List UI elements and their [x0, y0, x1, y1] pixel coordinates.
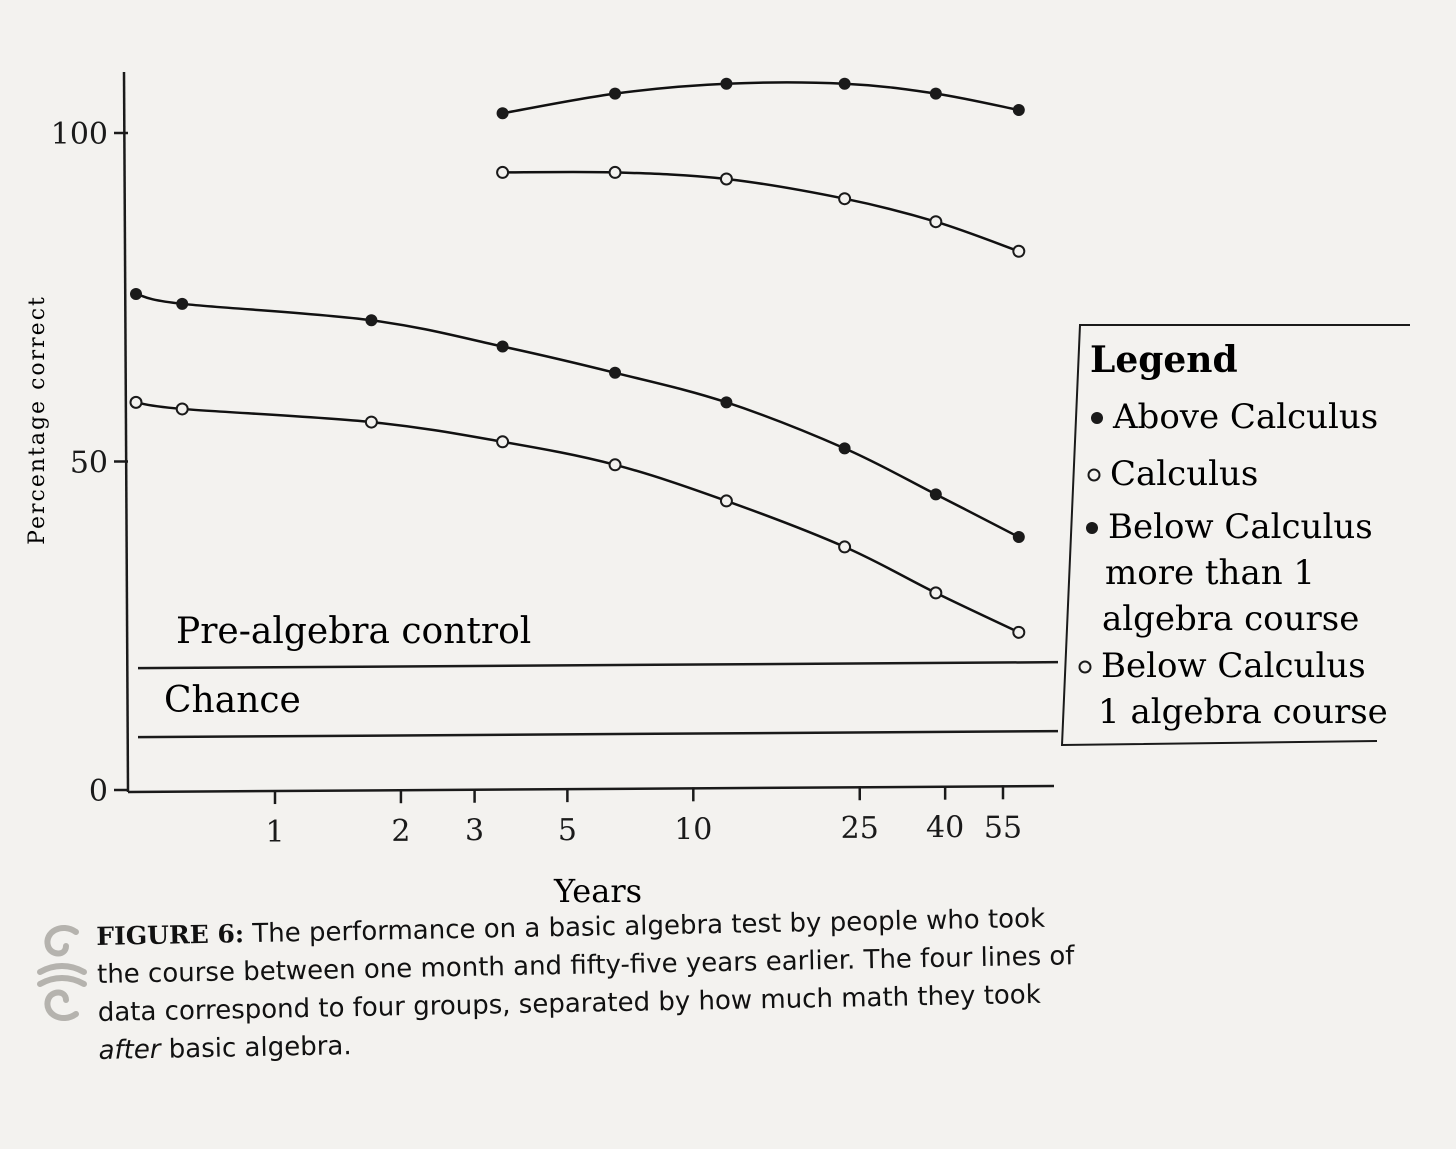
legend-label: Below Calculus	[1108, 507, 1373, 547]
reference-line-label: Pre-algebra control	[176, 611, 531, 652]
data-point	[608, 458, 622, 472]
series-below-calculus-1-algebra-course	[129, 395, 1026, 639]
data-point	[838, 77, 851, 90]
data-point	[838, 442, 851, 455]
data-point	[496, 107, 509, 120]
figure-label: FIGURE 6:	[96, 919, 245, 951]
legend-label: 1 algebra course	[1098, 692, 1388, 732]
y-tick-label: 50	[70, 446, 108, 481]
data-point	[838, 540, 852, 554]
caption-text-part2: basic algebra.	[160, 1031, 352, 1065]
data-point	[929, 488, 942, 501]
legend: Legend Above Calculus Calculus Below Calcul…	[1060, 324, 1410, 747]
series-above-calculus	[496, 77, 1025, 120]
legend-item: Below Calculus 1 algebra course	[1078, 646, 1388, 732]
data-point	[720, 396, 733, 409]
x-tick-label: 5	[558, 813, 577, 848]
series-line	[135, 401, 1020, 634]
legend-label: Calculus	[1110, 454, 1258, 494]
legend-box	[1060, 324, 1410, 747]
series-calculus	[496, 165, 1026, 258]
series-line	[502, 81, 1020, 115]
data-point	[719, 494, 733, 508]
x-tick-label: 55	[984, 810, 1022, 845]
data-point	[838, 192, 852, 206]
reference-line-label: Chance	[164, 680, 301, 721]
data-point	[176, 297, 189, 310]
reference-line	[137, 729, 1059, 739]
series-line	[502, 170, 1020, 253]
data-point	[496, 340, 509, 353]
y-axis-label: Percentage correct	[25, 295, 50, 545]
data-point	[130, 287, 142, 300]
data-point	[608, 165, 622, 179]
data-point	[364, 415, 378, 429]
decorative-swirl-icon	[37, 925, 87, 1021]
data-point	[929, 586, 943, 600]
legend-label: algebra course	[1102, 599, 1359, 639]
data-point	[720, 77, 733, 90]
legend-marker-open	[1078, 660, 1092, 674]
data-point	[929, 87, 942, 100]
y-tick-label: 0	[89, 774, 108, 809]
data-point	[1012, 244, 1026, 258]
legend-item: Below Calculus more than 1 algebra course	[1086, 507, 1373, 639]
caption-emphasis: after	[98, 1034, 161, 1066]
data-point	[1012, 625, 1026, 639]
reference-lines: Pre-algebra control Chance	[137, 611, 1059, 739]
chart-axes: 0 50 100 1 2 3 5 10 25 40 55	[51, 71, 1055, 850]
legend-item: Calculus	[1087, 454, 1258, 494]
legend-marker-filled	[1091, 412, 1103, 424]
x-axis-label: Years	[553, 872, 642, 910]
figure-caption: FIGURE 6: The performance on a basic alg…	[96, 899, 1089, 1070]
x-tick-label: 2	[391, 814, 410, 849]
legend-marker-open	[1087, 468, 1101, 482]
legend-label: Above Calculus	[1112, 397, 1378, 437]
data-point	[496, 165, 510, 179]
x-tick-label: 25	[841, 811, 879, 846]
y-tick-label: 100	[51, 117, 108, 152]
data-point	[129, 395, 143, 409]
data-point	[609, 366, 622, 379]
data-point	[365, 314, 378, 327]
data-point	[175, 402, 189, 416]
series-layer	[129, 77, 1026, 639]
series-below-calculus-more-than-1-algebra-course	[130, 287, 1025, 544]
data-point	[1012, 531, 1025, 544]
legend-marker-filled	[1086, 522, 1098, 534]
data-point	[609, 87, 622, 100]
x-tick-label: 10	[674, 812, 712, 847]
x-axis	[127, 784, 1055, 794]
y-axis	[122, 71, 130, 793]
legend-title: Legend	[1090, 339, 1238, 381]
reference-line	[137, 660, 1059, 670]
data-point	[1012, 104, 1025, 117]
x-tick-label: 40	[926, 811, 964, 846]
x-tick-label: 1	[265, 815, 284, 850]
data-point	[719, 172, 733, 186]
legend-label: Below Calculus	[1101, 646, 1366, 686]
data-point	[496, 435, 510, 449]
caption-text-part1: The performance on a basic algebra test …	[96, 903, 1075, 1028]
legend-label: more than 1	[1105, 553, 1315, 593]
legend-item: Above Calculus	[1091, 397, 1378, 437]
x-tick-label: 3	[465, 814, 484, 849]
data-point	[929, 215, 943, 229]
